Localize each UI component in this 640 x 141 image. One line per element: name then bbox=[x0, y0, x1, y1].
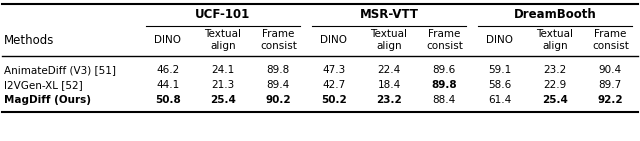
Text: I2VGen-XL [52]: I2VGen-XL [52] bbox=[4, 80, 83, 90]
Text: Frame
consist: Frame consist bbox=[592, 29, 628, 51]
Text: 92.2: 92.2 bbox=[598, 95, 623, 105]
Text: 23.2: 23.2 bbox=[376, 95, 402, 105]
Text: Frame
consist: Frame consist bbox=[426, 29, 463, 51]
Text: 89.7: 89.7 bbox=[598, 80, 622, 90]
Text: 50.2: 50.2 bbox=[321, 95, 346, 105]
Text: 89.8: 89.8 bbox=[431, 80, 457, 90]
Text: 61.4: 61.4 bbox=[488, 95, 511, 105]
Text: UCF-101: UCF-101 bbox=[195, 7, 251, 20]
Text: 90.2: 90.2 bbox=[266, 95, 291, 105]
Text: Textual
align: Textual align bbox=[536, 29, 573, 51]
Text: 23.2: 23.2 bbox=[543, 65, 566, 75]
Text: MagDiff (Ours): MagDiff (Ours) bbox=[4, 95, 91, 105]
Text: 22.4: 22.4 bbox=[378, 65, 401, 75]
Text: MSR-VTT: MSR-VTT bbox=[360, 7, 419, 20]
Text: 24.1: 24.1 bbox=[211, 65, 235, 75]
Text: Methods: Methods bbox=[4, 34, 54, 47]
Text: 25.4: 25.4 bbox=[542, 95, 568, 105]
Text: 50.8: 50.8 bbox=[155, 95, 180, 105]
Text: 89.6: 89.6 bbox=[433, 65, 456, 75]
Text: 22.9: 22.9 bbox=[543, 80, 566, 90]
Text: 42.7: 42.7 bbox=[322, 80, 346, 90]
Text: DINO: DINO bbox=[320, 35, 347, 45]
Text: 89.8: 89.8 bbox=[267, 65, 290, 75]
Text: 21.3: 21.3 bbox=[211, 80, 235, 90]
Text: AnimateDiff (V3) [51]: AnimateDiff (V3) [51] bbox=[4, 65, 116, 75]
Text: DreamBooth: DreamBooth bbox=[514, 7, 596, 20]
Text: Textual
align: Textual align bbox=[371, 29, 408, 51]
Text: 18.4: 18.4 bbox=[378, 80, 401, 90]
Text: DINO: DINO bbox=[154, 35, 181, 45]
Text: 58.6: 58.6 bbox=[488, 80, 511, 90]
Text: 44.1: 44.1 bbox=[156, 80, 179, 90]
Text: 88.4: 88.4 bbox=[433, 95, 456, 105]
Text: DINO: DINO bbox=[486, 35, 513, 45]
Text: 89.4: 89.4 bbox=[267, 80, 290, 90]
Text: Textual
align: Textual align bbox=[205, 29, 241, 51]
Text: 47.3: 47.3 bbox=[322, 65, 346, 75]
Text: 46.2: 46.2 bbox=[156, 65, 179, 75]
Text: Frame
consist: Frame consist bbox=[260, 29, 297, 51]
Text: 59.1: 59.1 bbox=[488, 65, 511, 75]
Text: 25.4: 25.4 bbox=[210, 95, 236, 105]
Text: 90.4: 90.4 bbox=[599, 65, 622, 75]
